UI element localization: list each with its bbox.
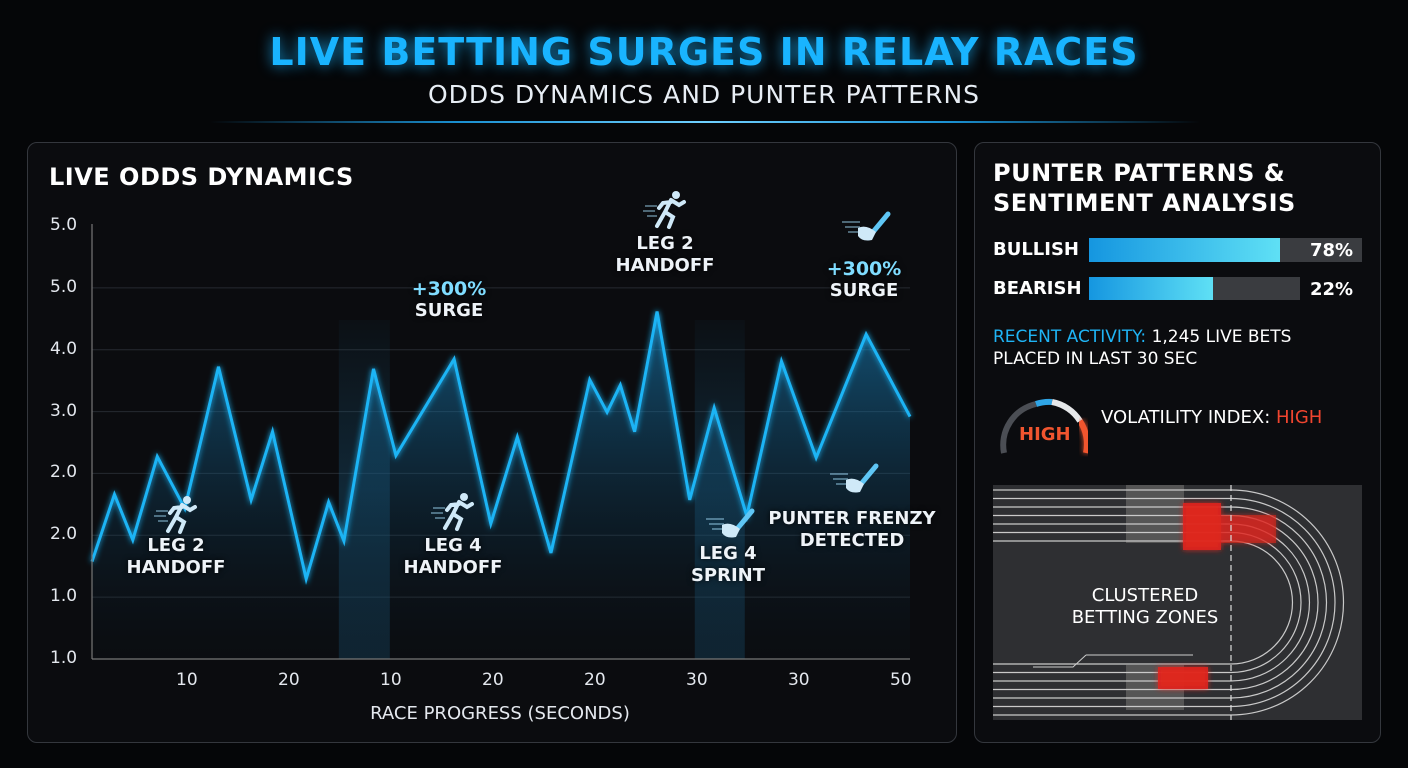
gauge-level-text: HIGH [1019, 424, 1071, 445]
x-tick-label: 30 [686, 670, 708, 690]
x-tick-label: 10 [176, 670, 198, 690]
x-tick-label: 20 [278, 670, 300, 690]
y-tick-label: 5.0 [50, 276, 78, 297]
runner-icon [154, 495, 198, 539]
odds-area [92, 311, 910, 659]
x-axis-label: RACE PROGRESS (SECONDS) [370, 703, 630, 724]
annotation-line: LEG 2 [147, 535, 205, 556]
baton-hand-icon [830, 462, 880, 502]
x-tick-label: 50 [889, 670, 912, 690]
y-tick-label: 1.0 [50, 586, 78, 607]
annotation-line: SPRINT [690, 565, 766, 586]
bearish-value: 22% [1310, 279, 1354, 300]
betting-zone-track-map [993, 485, 1362, 720]
chart-annotation: LEG 2 HANDOFF [86, 535, 266, 579]
x-tick-label: 20 [584, 670, 606, 690]
runner-icon [643, 190, 687, 234]
activity-count: 1,245 LIVE BETS [1151, 327, 1292, 347]
sentiment-title-line1: PUNTER PATTERNS & [993, 159, 1286, 187]
annotation-line: +300% [826, 258, 902, 280]
chart-annotation: +300% SURGE [774, 258, 954, 302]
bullish-label: BULLISH [993, 239, 1080, 260]
bullish-value: 78% [1310, 240, 1354, 261]
y-tick-label: 1.0 [50, 648, 78, 668]
y-tick-label: 4.0 [50, 338, 78, 359]
volatility-gauge [1000, 398, 1090, 454]
activity-window: PLACED IN LAST 30 SEC [993, 349, 1198, 369]
annotation-line: LEG 4 [424, 535, 482, 556]
activity-label: RECENT ACTIVITY: [993, 327, 1147, 347]
page-title: LIVE BETTING SURGES IN RELAY RACES [269, 30, 1139, 74]
track-lane [993, 489, 1345, 716]
recent-activity: RECENT ACTIVITY: 1,245 LIVE BETS PLACED … [993, 326, 1291, 370]
y-tick-label: 2.0 [50, 462, 78, 483]
volatility-label: VOLATILITY INDEX: [1101, 407, 1271, 428]
x-tick-label: 20 [482, 670, 504, 690]
baton-hand-icon [842, 210, 892, 250]
clustered-zones-label: CLUSTERED BETTING ZONES [1060, 585, 1230, 629]
chart-annotation: LEG 4 HANDOFF [363, 535, 543, 579]
runner-icon [431, 492, 475, 536]
bearish-bar-track [1089, 277, 1300, 300]
y-tick-label: 2.0 [50, 524, 78, 545]
x-tick-label: 30 [787, 670, 810, 690]
y-tick-label: 5.0 [50, 215, 78, 235]
track-lane [993, 506, 1328, 699]
annotation-line: PUNTER FRENZY [768, 508, 936, 529]
track-lane [993, 540, 1294, 665]
chart-annotation: LEG 4 SPRINT [638, 543, 818, 587]
zones-label-line1: CLUSTERED [1091, 585, 1199, 606]
y-tick-label: 3.0 [50, 400, 78, 421]
zones-label-line2: BETTING ZONES [1071, 607, 1219, 628]
x-tick-label: 10 [380, 670, 402, 690]
sentiment-title-line2: SENTIMENT ANALYSIS [993, 189, 1296, 217]
bearish-label: BEARISH [993, 278, 1082, 299]
baton-hand-icon [706, 507, 756, 547]
annotation-line: HANDOFF [403, 557, 503, 578]
bullish-bar-fill [1089, 238, 1281, 262]
title-divider [210, 121, 1200, 123]
chart-annotation: LEG 2 HANDOFF [575, 233, 755, 277]
track-lane [993, 497, 1336, 708]
page-subtitle: ODDS DYNAMICS AND PUNTER PATTERNS [427, 80, 981, 109]
annotation-line: HANDOFF [126, 557, 226, 578]
annotation-line: +300% [411, 278, 487, 300]
chart-annotation: PUNTER FRENZY DETECTED [762, 508, 942, 552]
annotation-line: HANDOFF [615, 255, 715, 276]
annotation-line: SURGE [414, 300, 484, 321]
bearish-bar-fill [1089, 277, 1214, 300]
annotation-line: DETECTED [799, 530, 905, 551]
annotation-line: LEG 2 [636, 233, 694, 254]
bullish-bar-track [1089, 238, 1362, 262]
chart-title: LIVE ODDS DYNAMICS [49, 163, 354, 191]
chart-annotation: +300% SURGE [359, 278, 539, 322]
volatility-value: HIGH [1276, 407, 1323, 428]
annotation-line: SURGE [829, 280, 899, 301]
volatility-index: VOLATILITY INDEX: HIGH [1101, 407, 1322, 428]
annotation-line: LEG 4 [699, 543, 757, 564]
